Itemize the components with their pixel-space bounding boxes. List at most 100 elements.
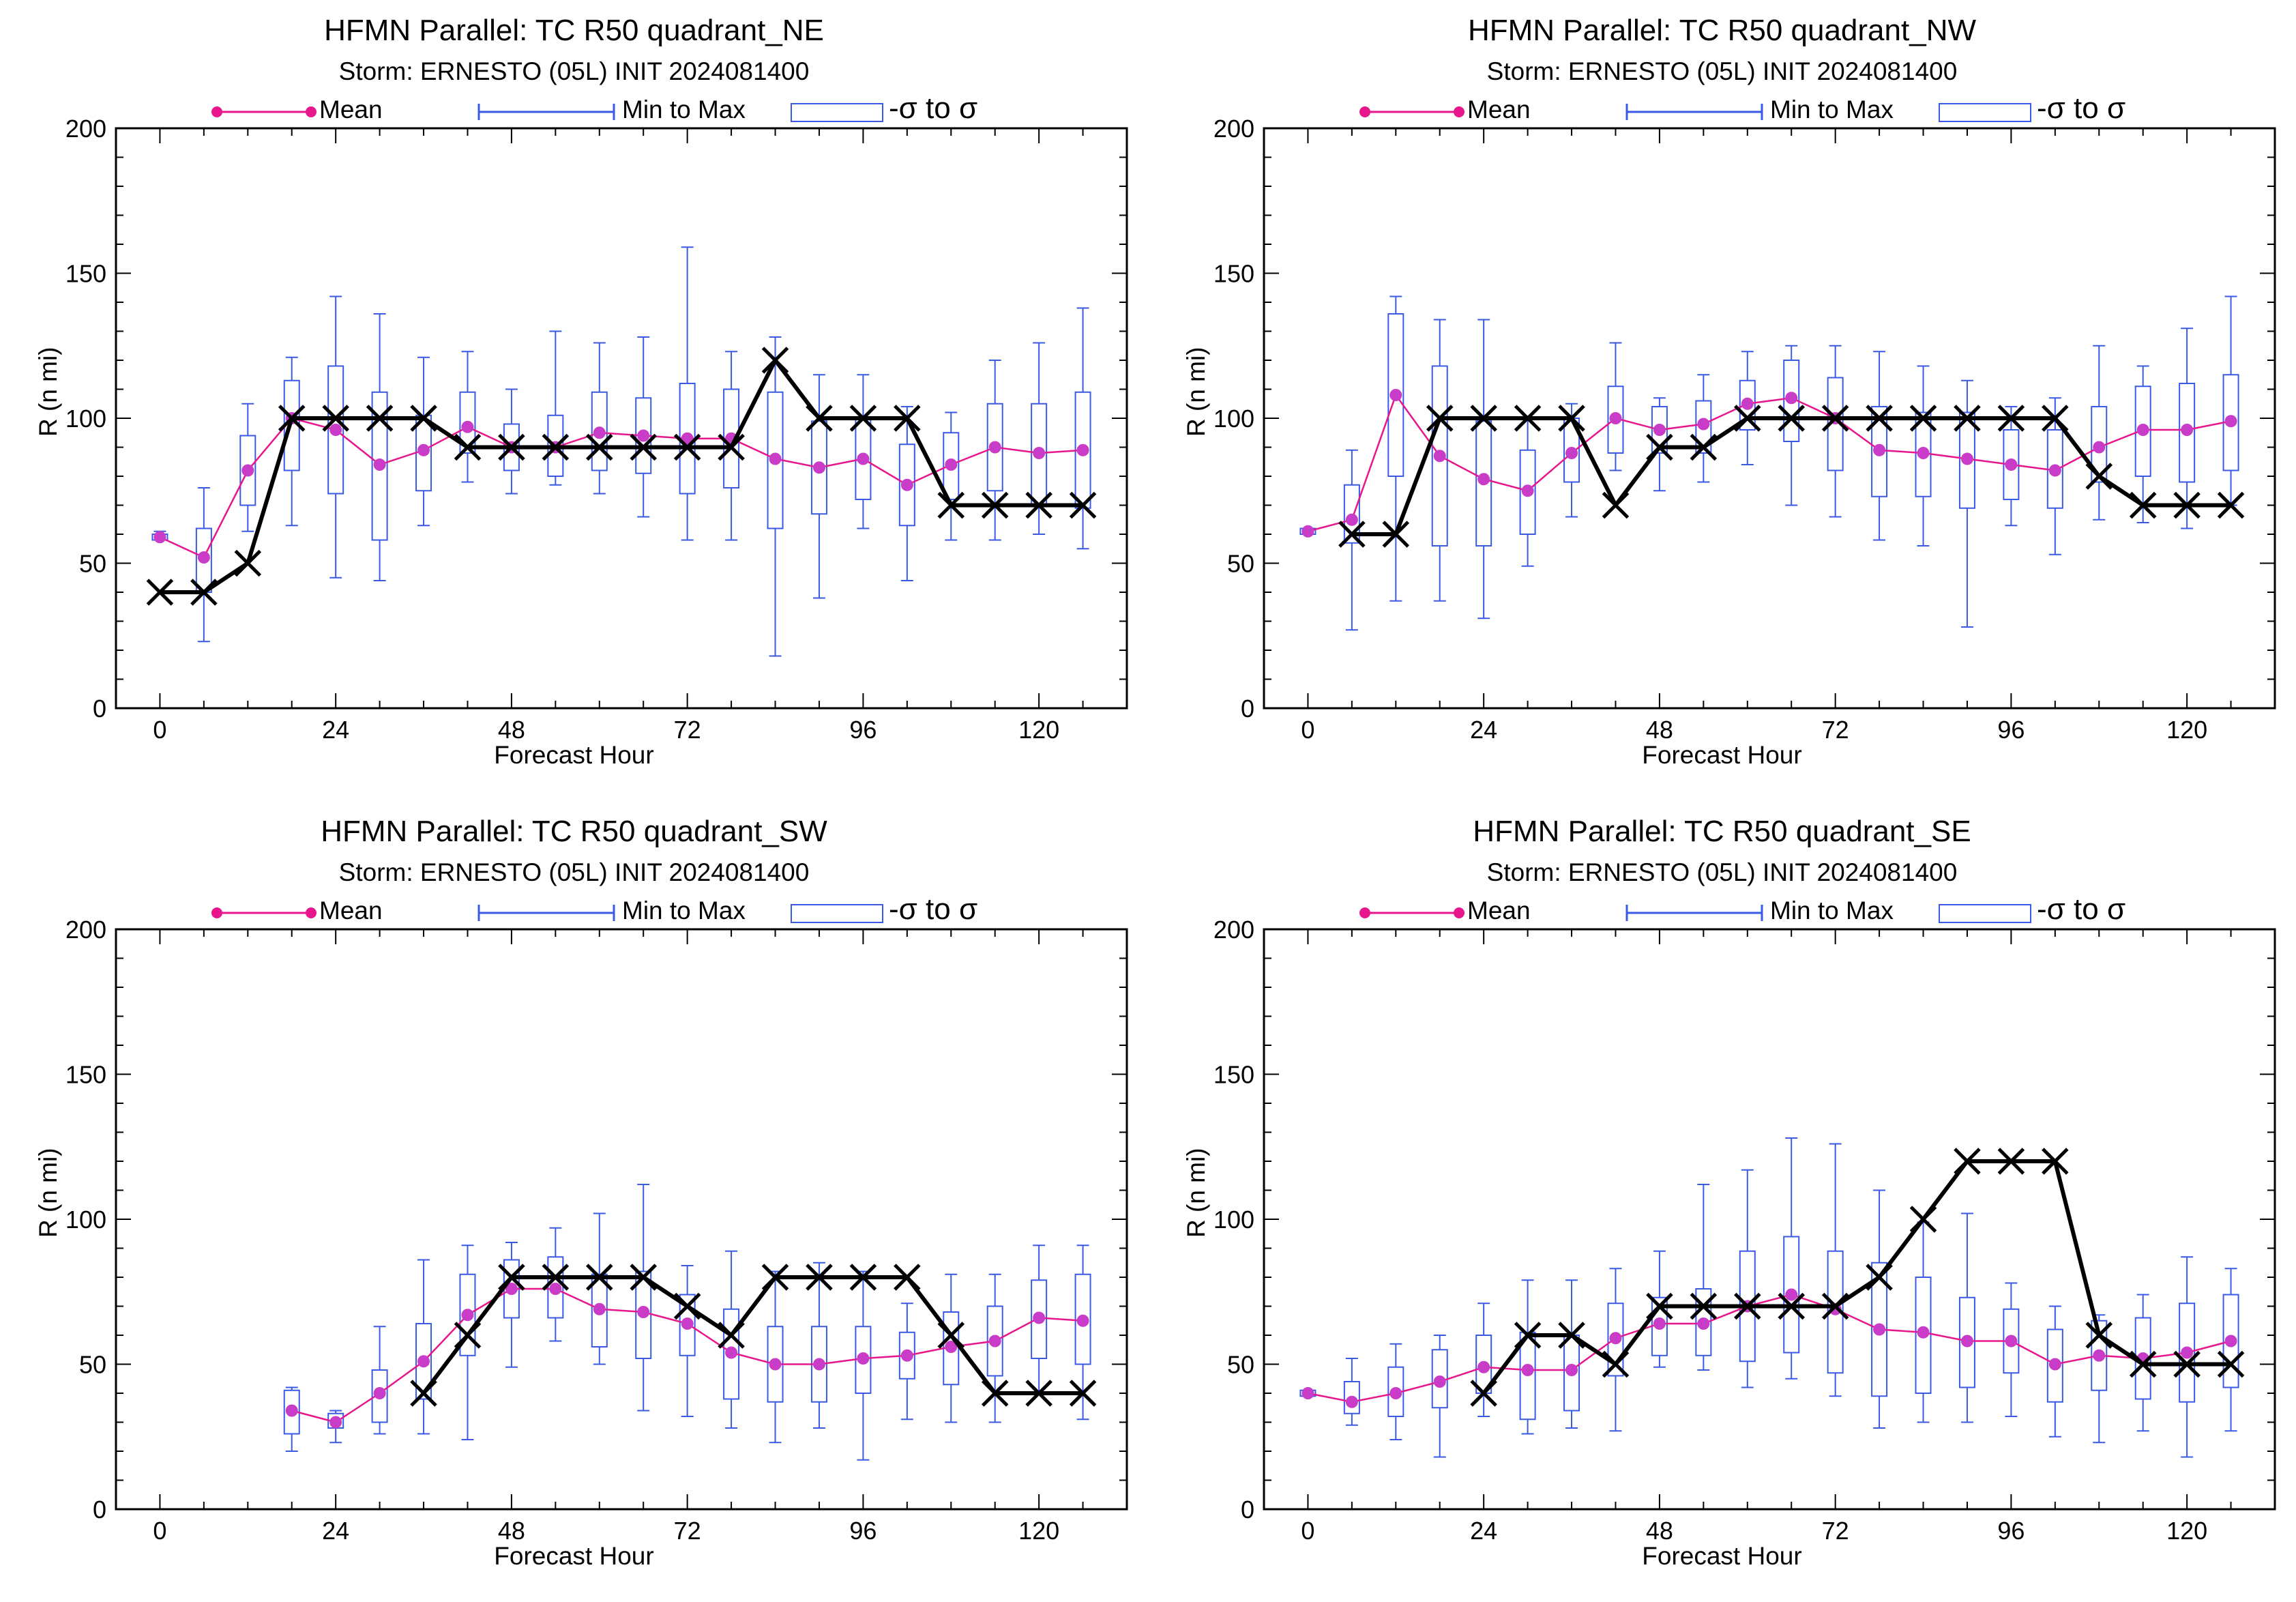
sigma-box (371, 391, 388, 541)
observed-marker (1602, 491, 1630, 519)
box-item (415, 1259, 432, 1435)
observed-marker (673, 433, 701, 461)
box-item (767, 1270, 784, 1444)
panel-se: 0 50 100 150 200 0 24 48 72 96 120 HFMN Parallel: … (1148, 801, 2296, 1602)
mean-marker (241, 464, 254, 477)
mean-marker (1389, 389, 1402, 401)
observed-marker-stroke (1382, 521, 1410, 548)
chart-svg: 0 50 100 150 200 0 24 48 72 96 120 (1213, 103, 2276, 744)
mean-marker (1076, 443, 1089, 456)
mean-marker (373, 458, 386, 471)
observed-marker-stroke (1866, 1264, 1893, 1291)
observed-marker-stroke (849, 1264, 877, 1291)
observed-marker (146, 579, 174, 606)
observed-marker (937, 491, 965, 519)
observed-marker (2042, 405, 2069, 432)
box-item (898, 406, 915, 581)
mean-marker (945, 458, 958, 471)
sigma-box (810, 420, 827, 515)
mean-marker (681, 1317, 694, 1330)
observed-marker (673, 1292, 701, 1320)
plot-frame (115, 928, 1128, 1511)
y-tick-label: 0 (93, 1496, 106, 1524)
observed-marker (1690, 1292, 1718, 1320)
mean-marker (1076, 1314, 1089, 1327)
x-tick-label: 48 (1646, 716, 1673, 744)
sigma-box (239, 435, 256, 506)
x-tick-label: 0 (153, 716, 166, 744)
observed-marker-stroke (2129, 1350, 2157, 1378)
box-item (635, 1184, 652, 1412)
legend-minmax-label: Min to Max (622, 897, 746, 924)
box-item (239, 403, 256, 532)
x-axis-label: Forecast Hour (1642, 1542, 1802, 1570)
x-axis-label: Forecast Hour (494, 741, 654, 769)
observed-marker-stroke (1909, 1206, 1937, 1233)
box-item (2046, 1305, 2063, 1438)
mean-marker (769, 1358, 782, 1371)
observed-marker (894, 405, 921, 432)
mean-marker (1873, 1323, 1886, 1336)
y-tick-label: 150 (1213, 1061, 1254, 1089)
panel-ne: 0 50 100 150 200 0 24 48 72 96 120 HFMN Parallel: … (0, 0, 1148, 801)
box-item (810, 1262, 827, 1429)
mean-line (159, 417, 1083, 559)
x-tick-label: 24 (1470, 716, 1497, 744)
observed-marker (1690, 433, 1718, 461)
observed-marker-stroke (1514, 405, 1542, 432)
box-item (547, 330, 564, 486)
observed-marker-stroke (894, 405, 921, 432)
observed-marker-stroke (981, 491, 1009, 519)
box-item (1871, 351, 1888, 541)
y-axis-label: R (n mi) (1182, 1148, 1210, 1238)
observed-marker (1734, 405, 1761, 432)
observed-marker (498, 433, 525, 461)
box-item (1739, 1169, 1756, 1388)
sigma-box (415, 1323, 432, 1400)
observed-marker (806, 405, 833, 432)
x-axis-label: Forecast Hour (494, 1542, 654, 1570)
observed-marker-stroke (1025, 491, 1053, 519)
x-tick-label: 72 (674, 716, 701, 744)
sigma-box (1387, 313, 1404, 477)
mean-series (1301, 389, 2237, 538)
observed-marker-stroke (1734, 1292, 1761, 1320)
observed-marker (1997, 405, 2025, 432)
observed-marker-stroke (2042, 1148, 2069, 1175)
box-item (1915, 1221, 1932, 1423)
sigma-box (2046, 1328, 2063, 1403)
sigma-box (1343, 484, 1360, 544)
x-tick-label: 96 (1997, 716, 2025, 744)
y-tick-label: 50 (79, 550, 106, 578)
box-item (1563, 1279, 1580, 1429)
mean-line (1308, 393, 2231, 532)
sigma-box (1074, 1273, 1091, 1365)
y-tick-label: 0 (1241, 695, 1254, 723)
sigma-box (1519, 1331, 1536, 1421)
observed-marker (981, 491, 1009, 519)
observed-marker (2173, 491, 2201, 519)
box-item (371, 1326, 388, 1435)
x-tick-label: 96 (1997, 1517, 2025, 1545)
observed-marker (1382, 521, 1410, 548)
x-tick-label: 0 (153, 1517, 166, 1545)
legend-minmax-label: Min to Max (1770, 96, 1894, 123)
observed-marker (1025, 1380, 1053, 1407)
sigma-box (1031, 1279, 1048, 1359)
observed-marker-stroke (410, 405, 437, 432)
mean-marker (2136, 424, 2149, 436)
observed-marker (586, 433, 613, 461)
y-axis-label: R (n mi) (34, 347, 62, 437)
panel-nw: 0 50 100 150 200 0 24 48 72 96 120 HFMN Parallel: … (1148, 0, 2296, 801)
box-item (986, 360, 1003, 541)
chart-title: HFMN Parallel: TC R50 quadrant_SE (1473, 815, 1971, 848)
axis-ticks: 0 50 100 150 200 0 24 48 72 96 120 (1213, 916, 2275, 1545)
legend-mean-marker (1359, 106, 1370, 117)
observed-marker (1470, 1380, 1497, 1407)
observed-marker (2217, 1350, 2245, 1378)
observed-marker-stroke (1778, 1292, 1805, 1320)
observed-marker-stroke (673, 433, 701, 461)
observed-marker-stroke (1646, 433, 1673, 461)
box-item (2046, 397, 2063, 555)
